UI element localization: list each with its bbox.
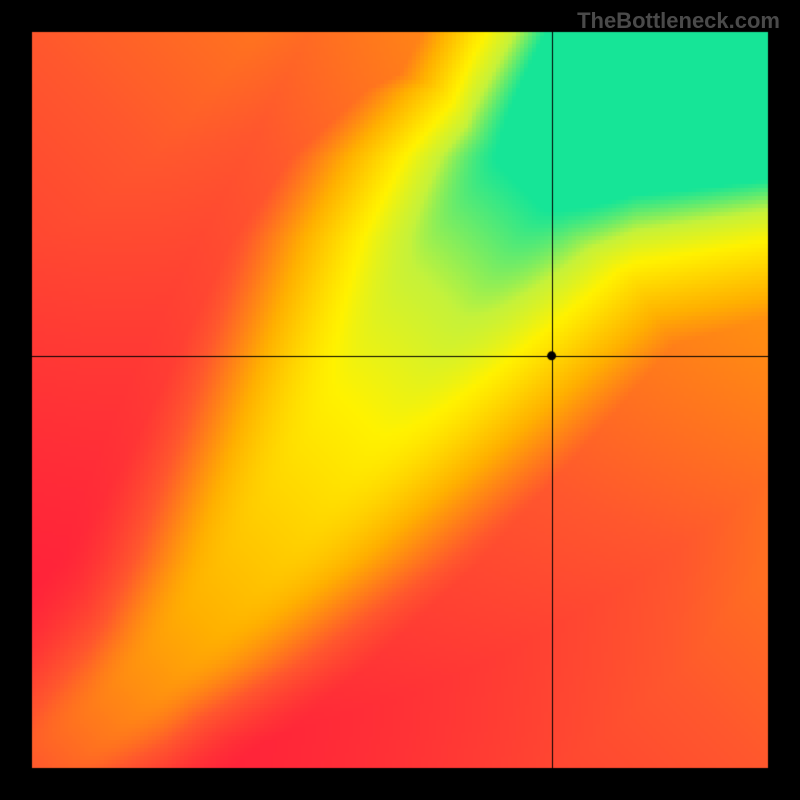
watermark-text: TheBottleneck.com — [577, 8, 780, 34]
chart-container: TheBottleneck.com — [0, 0, 800, 800]
bottleneck-heatmap — [0, 0, 800, 800]
